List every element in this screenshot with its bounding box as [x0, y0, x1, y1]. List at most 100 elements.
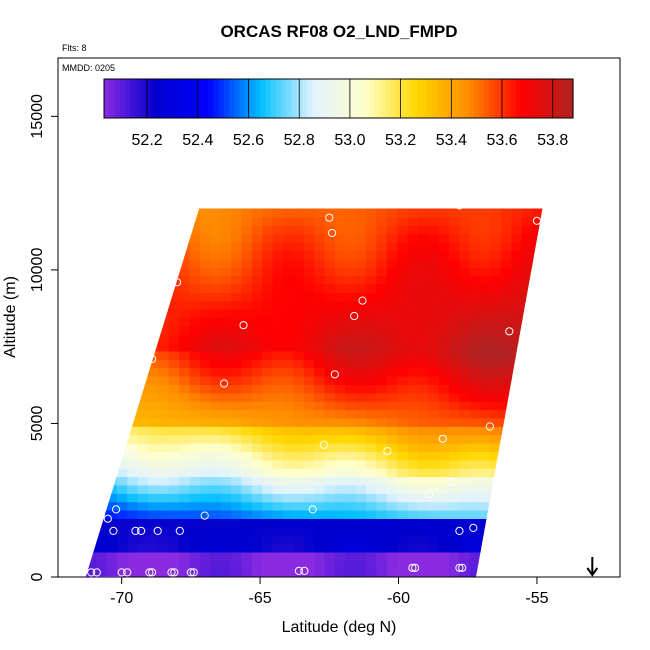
field-cell — [500, 300, 512, 310]
colorbar-swatch — [380, 79, 386, 118]
field-cell — [428, 392, 440, 402]
field-cell — [438, 493, 450, 503]
field-cell — [241, 392, 253, 402]
field-cell — [303, 392, 315, 402]
colorbar-swatch — [291, 79, 298, 118]
field-cell — [158, 551, 170, 561]
field-cell — [282, 493, 294, 503]
field-cell — [251, 375, 263, 385]
field-cell — [303, 283, 315, 293]
field-cell — [365, 392, 377, 402]
colorbar-swatch — [515, 79, 522, 118]
field-cell — [334, 409, 346, 419]
field-cell — [303, 367, 315, 377]
field-cell — [231, 367, 243, 377]
field-cell — [96, 434, 108, 444]
field-cell — [314, 426, 326, 436]
field-cell — [282, 267, 294, 277]
field-cell — [386, 409, 398, 419]
field-cell — [85, 401, 97, 411]
field-cell — [428, 350, 440, 360]
field-cell — [490, 258, 502, 268]
field-cell — [532, 401, 543, 411]
field-cell — [334, 241, 346, 251]
field-cell — [199, 233, 211, 243]
field-cell — [137, 208, 149, 218]
field-cell — [376, 233, 388, 243]
field-cell — [96, 526, 108, 536]
field-cell — [324, 543, 336, 553]
field-cell — [262, 350, 274, 360]
field-cell — [521, 560, 533, 570]
field-cell — [459, 225, 471, 235]
field-cell — [324, 283, 336, 293]
field-cell — [407, 459, 419, 469]
field-cell — [272, 451, 284, 461]
field-cell — [480, 493, 492, 503]
flight-point — [532, 216, 542, 225]
field-cell — [199, 518, 211, 528]
field-cell — [314, 401, 326, 411]
field-cell — [96, 267, 108, 277]
field-cell — [407, 526, 419, 536]
field-cell — [334, 250, 346, 260]
field-cell — [397, 484, 409, 494]
field-cell — [262, 526, 274, 536]
field-cell — [220, 283, 232, 293]
field-cell — [158, 526, 170, 536]
field-cell — [106, 551, 118, 561]
field-cell — [345, 568, 357, 577]
field-cell — [376, 317, 388, 327]
field-cell — [199, 334, 211, 344]
field-cell — [116, 225, 128, 235]
field-cell — [521, 417, 533, 427]
field-cell — [210, 225, 222, 235]
field-cell — [282, 350, 294, 360]
field-cell — [241, 426, 253, 436]
field-cell — [469, 325, 481, 335]
field-cell — [272, 484, 284, 494]
field-cell — [490, 250, 502, 260]
field-cell — [480, 258, 492, 268]
field-cell — [251, 426, 263, 436]
field-cell — [324, 501, 336, 511]
field-cell — [480, 568, 492, 577]
field-cell — [407, 317, 419, 327]
field-cell — [231, 342, 243, 352]
flight-point — [112, 505, 121, 514]
field-cell — [199, 451, 211, 461]
field-cell — [449, 359, 461, 369]
field-cell — [459, 409, 471, 419]
flight-point — [114, 447, 124, 456]
colorbar-swatch — [333, 79, 340, 118]
field-cell — [469, 518, 481, 528]
field-cell — [397, 501, 409, 511]
field-cell — [179, 476, 191, 486]
field-cell — [85, 442, 97, 452]
field-cell — [417, 300, 429, 310]
field-cell — [480, 551, 492, 561]
field-cell — [303, 308, 315, 318]
colorbar-swatch — [437, 79, 444, 118]
field-cell — [490, 409, 502, 419]
field-cell — [428, 451, 440, 461]
field-cell — [314, 233, 326, 243]
field-cell — [303, 468, 315, 478]
field-cell — [500, 476, 512, 486]
field-cell — [303, 350, 315, 360]
field-cell — [532, 325, 543, 335]
colorbar-swatch — [140, 79, 147, 118]
field-cell — [365, 342, 377, 352]
field-cell — [127, 275, 139, 285]
field-cell — [438, 451, 450, 461]
field-cell — [407, 375, 419, 385]
field-cell — [438, 551, 450, 561]
field-cell — [96, 250, 108, 260]
field-cell — [521, 501, 533, 511]
field-cell — [314, 560, 326, 570]
field-cell — [459, 258, 471, 268]
field-cell — [272, 493, 284, 503]
field-cell — [231, 535, 243, 545]
field-cell — [511, 510, 523, 519]
field-cell — [397, 434, 409, 444]
